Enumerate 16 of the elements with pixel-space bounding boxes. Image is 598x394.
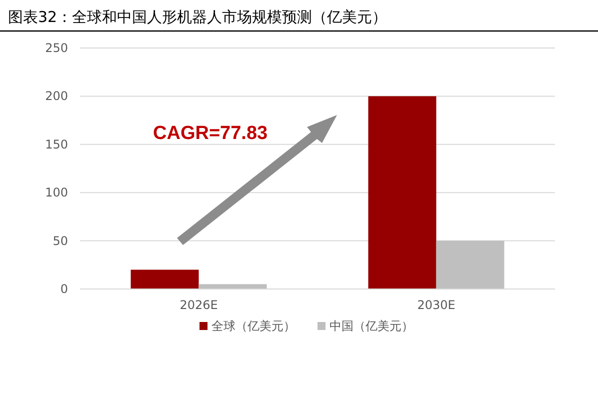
bar: [198, 284, 267, 289]
y-tick-label: 50: [52, 234, 68, 248]
bar: [130, 270, 199, 289]
y-tick-label: 0: [60, 282, 68, 296]
y-tick-label: 150: [45, 137, 68, 152]
x-tick-label: 2030E: [417, 298, 456, 312]
y-tick-label: 200: [45, 89, 68, 104]
annotation: CAGR=77.83: [153, 123, 268, 144]
legend-label: 中国（亿美元）: [330, 319, 414, 333]
chart-title: 图表32：全球和中国人形机器人市场规模预测（亿美元）: [8, 8, 388, 26]
y-tick-label: 100: [45, 186, 68, 200]
x-tick-label: 2026E: [180, 298, 218, 312]
y-tick-label: 250: [45, 41, 68, 55]
bar: [436, 240, 504, 289]
legend-label: 全球（亿美元）: [212, 319, 296, 333]
bar: [368, 96, 436, 289]
